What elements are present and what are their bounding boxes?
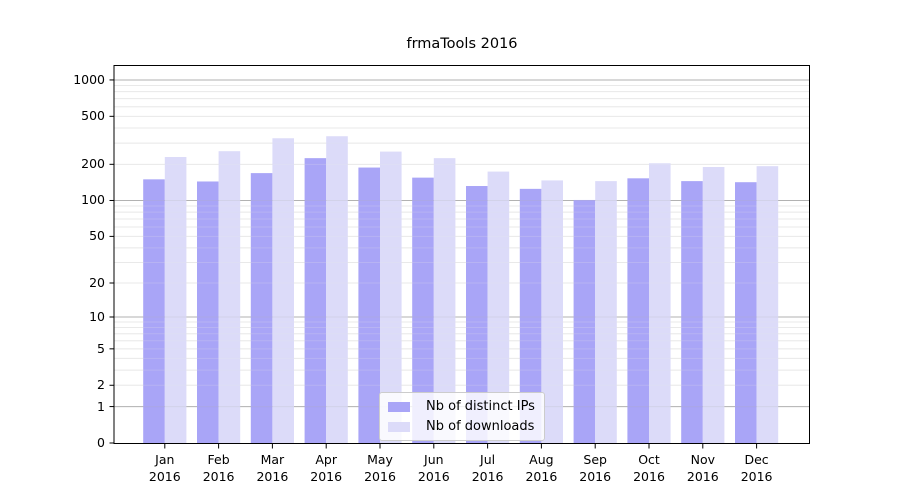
- x-tick-label-feb: Feb 2016: [202, 452, 235, 484]
- y-tick-label-200: 200: [81, 156, 105, 172]
- bar-nov-downloads: [702, 166, 725, 444]
- y-tick-label-20: 20: [89, 275, 105, 290]
- chart-title: frmaTools 2016: [406, 36, 518, 52]
- x-tick-label-apr: Apr 2016: [310, 452, 343, 484]
- bar-oct-distinct-ips: [627, 178, 649, 444]
- bar-feb-distinct-ips: [197, 181, 219, 444]
- y-tick-label-1000: 1000: [73, 71, 105, 87]
- y-tick-label-1: 1: [97, 398, 105, 414]
- bar-sep-distinct-ips: [573, 199, 596, 444]
- bar-mar-distinct-ips: [250, 173, 273, 444]
- y-tick-label-5: 5: [97, 340, 105, 356]
- bar-sep-downloads: [595, 181, 617, 444]
- bar-jul-distinct-ips: [466, 186, 488, 444]
- bar-nov-distinct-ips: [681, 181, 703, 444]
- bar-dec-downloads: [756, 166, 779, 444]
- bar-aug-distinct-ips: [519, 188, 542, 444]
- bar-feb-downloads: [218, 151, 241, 444]
- x-tick-label-may: May 2016: [364, 452, 396, 484]
- bar-dec-distinct-ips: [735, 182, 757, 444]
- y-tick-label-100: 100: [81, 192, 105, 208]
- y-tick-label-0: 0: [97, 435, 105, 450]
- bar-jan-downloads: [164, 157, 187, 444]
- x-tick-label-mar: Mar 2016: [256, 452, 289, 484]
- bar-oct-downloads: [649, 163, 671, 444]
- x-tick-label-oct: Oct 2016: [633, 452, 665, 484]
- legend-label: Nb of downloads: [426, 419, 535, 434]
- y-tick-label-10: 10: [89, 308, 105, 324]
- legend: Nb of distinct IPs Nb of downloads: [379, 392, 545, 441]
- bar-jan-distinct-ips: [143, 179, 165, 444]
- legend-item-downloads: Nb of downloads: [388, 419, 535, 434]
- plot-border: [113, 65, 810, 444]
- x-tick-label-sep: Sep 2016: [579, 452, 612, 484]
- x-tick-label-dec: Dec 2016: [740, 452, 773, 484]
- y-tick-label-500: 500: [81, 108, 105, 124]
- bar-jul-downloads: [487, 171, 510, 444]
- y-tick-label-2: 2: [97, 377, 105, 393]
- bar-apr-distinct-ips: [304, 158, 327, 444]
- bar-apr-downloads: [326, 136, 348, 444]
- x-tick-label-jan: Jan 2016: [148, 452, 181, 484]
- distinct-ips-swatch-icon: [388, 401, 410, 412]
- bar-may-downloads: [380, 151, 402, 444]
- legend-label: Nb of distinct IPs: [426, 399, 535, 414]
- bar-mar-downloads: [272, 138, 294, 444]
- legend-item-distinct-ips: Nb of distinct IPs: [388, 399, 535, 414]
- y-tick-label-50: 50: [89, 228, 105, 244]
- downloads-swatch-icon: [388, 421, 410, 432]
- x-tick-label-aug: Aug 2016: [525, 452, 558, 484]
- x-tick-label-jul: Jul 2016: [471, 452, 504, 484]
- bar-aug-downloads: [541, 180, 563, 444]
- x-tick-label-nov: Nov 2016: [686, 452, 719, 484]
- bar-may-distinct-ips: [358, 167, 380, 444]
- x-tick-label-jun: Jun 2016: [417, 452, 450, 484]
- bar-jun-distinct-ips: [412, 177, 434, 444]
- bar-jun-downloads: [433, 158, 456, 444]
